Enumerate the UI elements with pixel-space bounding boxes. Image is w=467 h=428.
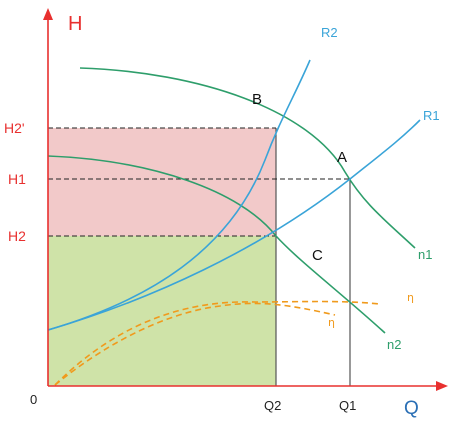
region-upper-pink bbox=[48, 128, 276, 236]
efficiency-label-2: η bbox=[328, 316, 335, 329]
y-axis-title: H bbox=[68, 13, 82, 35]
curve-label-n1: n1 bbox=[418, 247, 432, 262]
origin-label: 0 bbox=[30, 392, 37, 407]
point-label-a: A bbox=[337, 149, 347, 166]
x-axis-title: Q bbox=[404, 398, 419, 419]
y-tick-h2-prime: H2' bbox=[4, 120, 25, 136]
point-label-b: B bbox=[252, 91, 262, 108]
efficiency-label-1: η bbox=[407, 291, 414, 304]
system-curve-r1 bbox=[47, 119, 421, 331]
curve-label-n2: n2 bbox=[387, 337, 401, 352]
system-curve-r2 bbox=[47, 59, 311, 331]
efficiency-curve-1 bbox=[54, 300, 381, 386]
y-tick-h1: H1 bbox=[8, 171, 26, 187]
y-tick-h2: H2 bbox=[8, 228, 26, 244]
y-axis-arrow bbox=[43, 8, 53, 20]
region-lower-green bbox=[48, 236, 276, 386]
pump-curve-n1 bbox=[79, 67, 416, 249]
x-tick-q2: Q2 bbox=[264, 398, 281, 413]
x-axis-arrow bbox=[436, 381, 448, 391]
point-label-c: C bbox=[312, 247, 323, 264]
curve-label-r2: R2 bbox=[321, 25, 338, 40]
curve-label-r1: R1 bbox=[423, 108, 440, 123]
x-tick-q1: Q1 bbox=[339, 398, 356, 413]
